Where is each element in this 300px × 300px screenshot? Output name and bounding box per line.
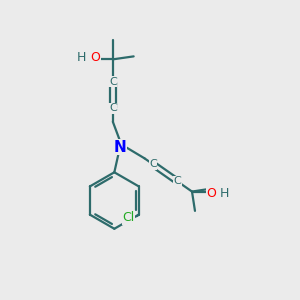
Text: C: C xyxy=(149,159,157,169)
Text: O: O xyxy=(206,187,216,200)
Text: C: C xyxy=(109,76,117,87)
Text: C: C xyxy=(173,176,181,186)
Text: Cl: Cl xyxy=(122,211,134,224)
Text: H: H xyxy=(220,187,230,200)
Text: N: N xyxy=(114,140,127,154)
Text: C: C xyxy=(109,103,117,113)
Text: H: H xyxy=(76,51,86,64)
Text: O: O xyxy=(90,51,100,64)
